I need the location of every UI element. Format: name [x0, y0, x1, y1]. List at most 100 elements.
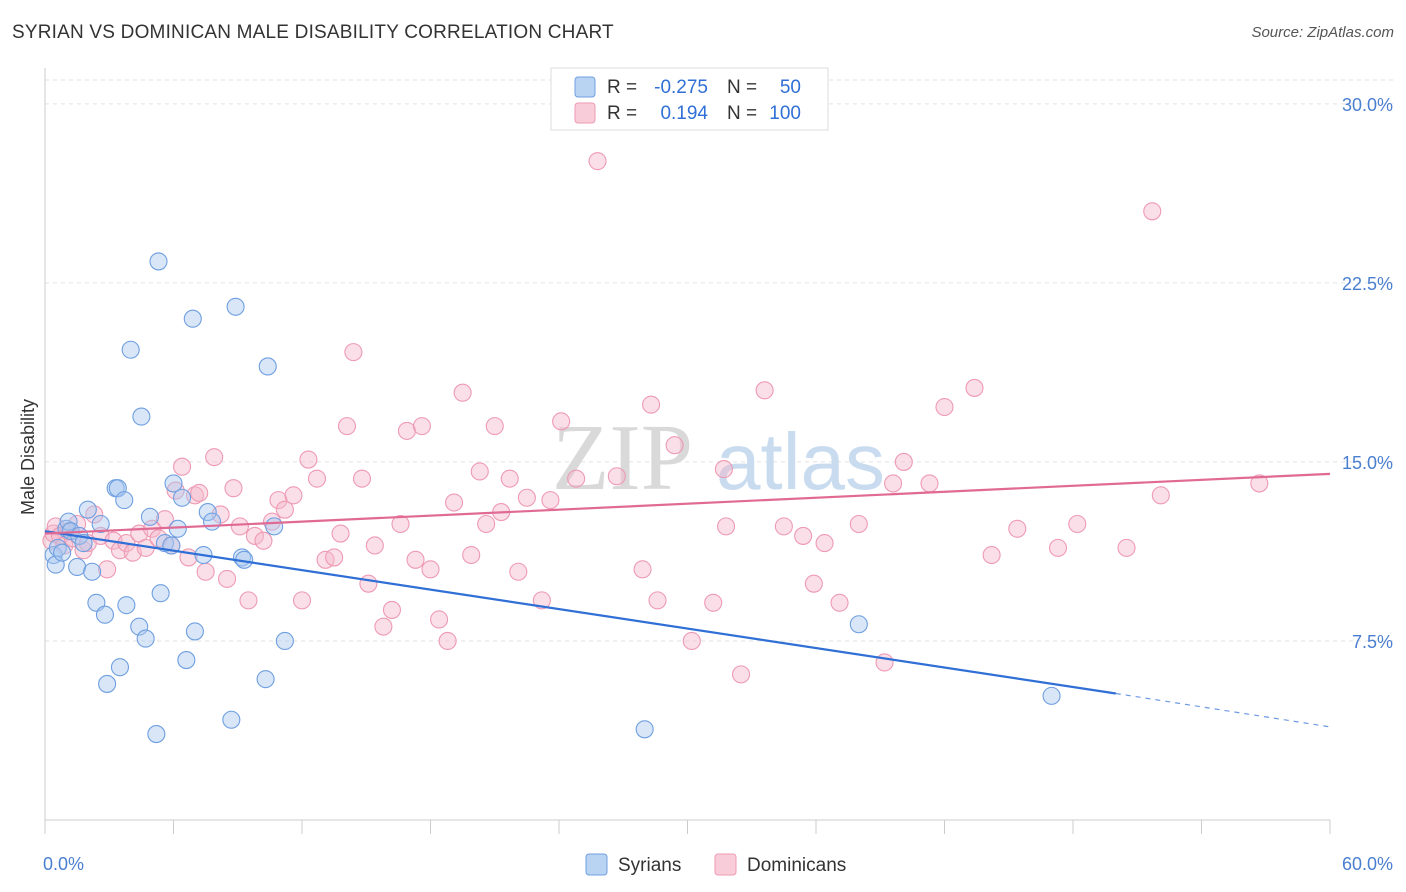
dominicans-point [275, 500, 294, 519]
syrians-point [53, 543, 72, 562]
syrians-point [222, 710, 241, 729]
dominicans-point [682, 631, 701, 651]
dominicans-point [567, 469, 586, 488]
n-label: N = [727, 103, 757, 124]
syrians-point [132, 407, 151, 426]
dominicans-point [292, 591, 312, 610]
syrians-point [203, 512, 222, 531]
dominicans-point [382, 600, 402, 619]
dominicans-point [716, 517, 736, 536]
syrians-point [95, 605, 115, 624]
dominicans-point [731, 665, 751, 684]
n-label: N = [727, 77, 757, 98]
dominicans-point [815, 534, 834, 553]
n-value: 100 [769, 103, 801, 124]
dominicans-point [884, 474, 903, 493]
syrians-point [177, 651, 196, 670]
stats-row-dominicans: R = 0.194 N = 100 [574, 102, 801, 124]
y-axis-label: Male Disability [18, 399, 38, 515]
syrians-swatch [574, 76, 596, 98]
dominicans-point [337, 417, 357, 436]
watermark-atlas: atlas [716, 417, 885, 506]
y-tick-label: 22.5% [1342, 274, 1393, 294]
dominicans-point [453, 383, 472, 402]
dominicans-point [965, 378, 984, 397]
dominicans-point [391, 514, 410, 534]
syrians-point [78, 500, 97, 519]
dominicans-point [462, 545, 481, 565]
r-value: 0.194 [660, 103, 708, 124]
series-legend: Syrians Dominicans [585, 853, 846, 876]
dominicans-point [173, 457, 192, 476]
dominicans-point [982, 545, 1001, 565]
dominicans-point [1117, 538, 1136, 557]
dominicans-point [239, 591, 258, 610]
axes [44, 68, 1331, 834]
dominicans-point [307, 469, 327, 488]
dominicans-point [190, 483, 209, 503]
legend-swatch-syrians [585, 853, 608, 876]
dominicans-point [509, 562, 528, 581]
dominicans-point [365, 536, 384, 555]
dominicans-point [704, 593, 723, 612]
source-label: Source: ZipAtlas.com [1251, 24, 1394, 41]
dominicans-point [205, 448, 224, 467]
syrians-point [185, 622, 204, 641]
syrians-trend-line [44, 530, 1116, 695]
x-tick-label-max: 60.0% [1342, 854, 1393, 874]
legend-item-syrians[interactable]: Syrians [585, 853, 681, 876]
dominicans-point [665, 436, 684, 455]
dominicans-point [344, 343, 363, 362]
dominicans-point [714, 460, 733, 479]
dominicans-swatch [574, 102, 596, 124]
syrians-point [117, 596, 136, 615]
dominicans-point [196, 562, 215, 581]
dominicans-point [1008, 519, 1027, 538]
dominicans-point [804, 574, 823, 593]
dominicans-point [477, 514, 496, 534]
dominicans-point [830, 593, 849, 612]
dominicans-point [230, 517, 249, 536]
syrians-point [74, 534, 93, 553]
stats-row-syrians: R = -0.275 N = 50 [574, 76, 801, 98]
n-value: 50 [780, 77, 801, 98]
legend-label-syrians: Syrians [618, 855, 681, 876]
syrians-point [258, 357, 277, 376]
dominicans-point [1048, 538, 1068, 557]
stats-legend-box: R = -0.275 N = 50 R = 0.194 N = 100 [550, 67, 829, 131]
dominicans-point [98, 560, 117, 579]
syrians-point [149, 252, 168, 271]
dominicans-point [485, 417, 504, 436]
dominicans-point [359, 574, 378, 593]
y-tick-label: 30.0% [1342, 95, 1393, 115]
dominicans-point [374, 617, 393, 636]
dominicans-point [412, 417, 431, 436]
legend-item-dominicans[interactable]: Dominicans [714, 853, 846, 876]
data-points [42, 152, 1269, 744]
dominicans-point [224, 479, 243, 498]
syrians-point [1042, 686, 1061, 705]
dominicans-point [1068, 514, 1087, 534]
syrians-point [110, 658, 130, 677]
syrians-point [164, 474, 183, 493]
dominicans-point [1151, 486, 1170, 505]
chart-title: SYRIAN VS DOMINICAN MALE DISABILITY CORR… [12, 22, 614, 43]
dominicans-point [254, 531, 273, 550]
syrians-point [173, 488, 192, 507]
syrians-point [98, 674, 117, 693]
y-tick-labels: 7.5% 15.0% 22.5% 30.0% [1342, 95, 1393, 652]
dominicans-point [1143, 202, 1162, 221]
dominicans-point [1250, 474, 1269, 493]
dominicans-point [438, 631, 457, 651]
syrians-point [136, 629, 155, 648]
dominicans-point [552, 412, 571, 431]
syrians-point [849, 615, 868, 634]
dominicans-point [166, 481, 185, 500]
syrians-point [147, 725, 166, 744]
y-tick-label: 7.5% [1352, 632, 1393, 652]
dominicans-point [397, 421, 416, 440]
syrians-point [91, 514, 110, 534]
syrians-point [265, 517, 284, 536]
dominicans-point [642, 395, 661, 414]
dominicans-point [755, 381, 774, 400]
